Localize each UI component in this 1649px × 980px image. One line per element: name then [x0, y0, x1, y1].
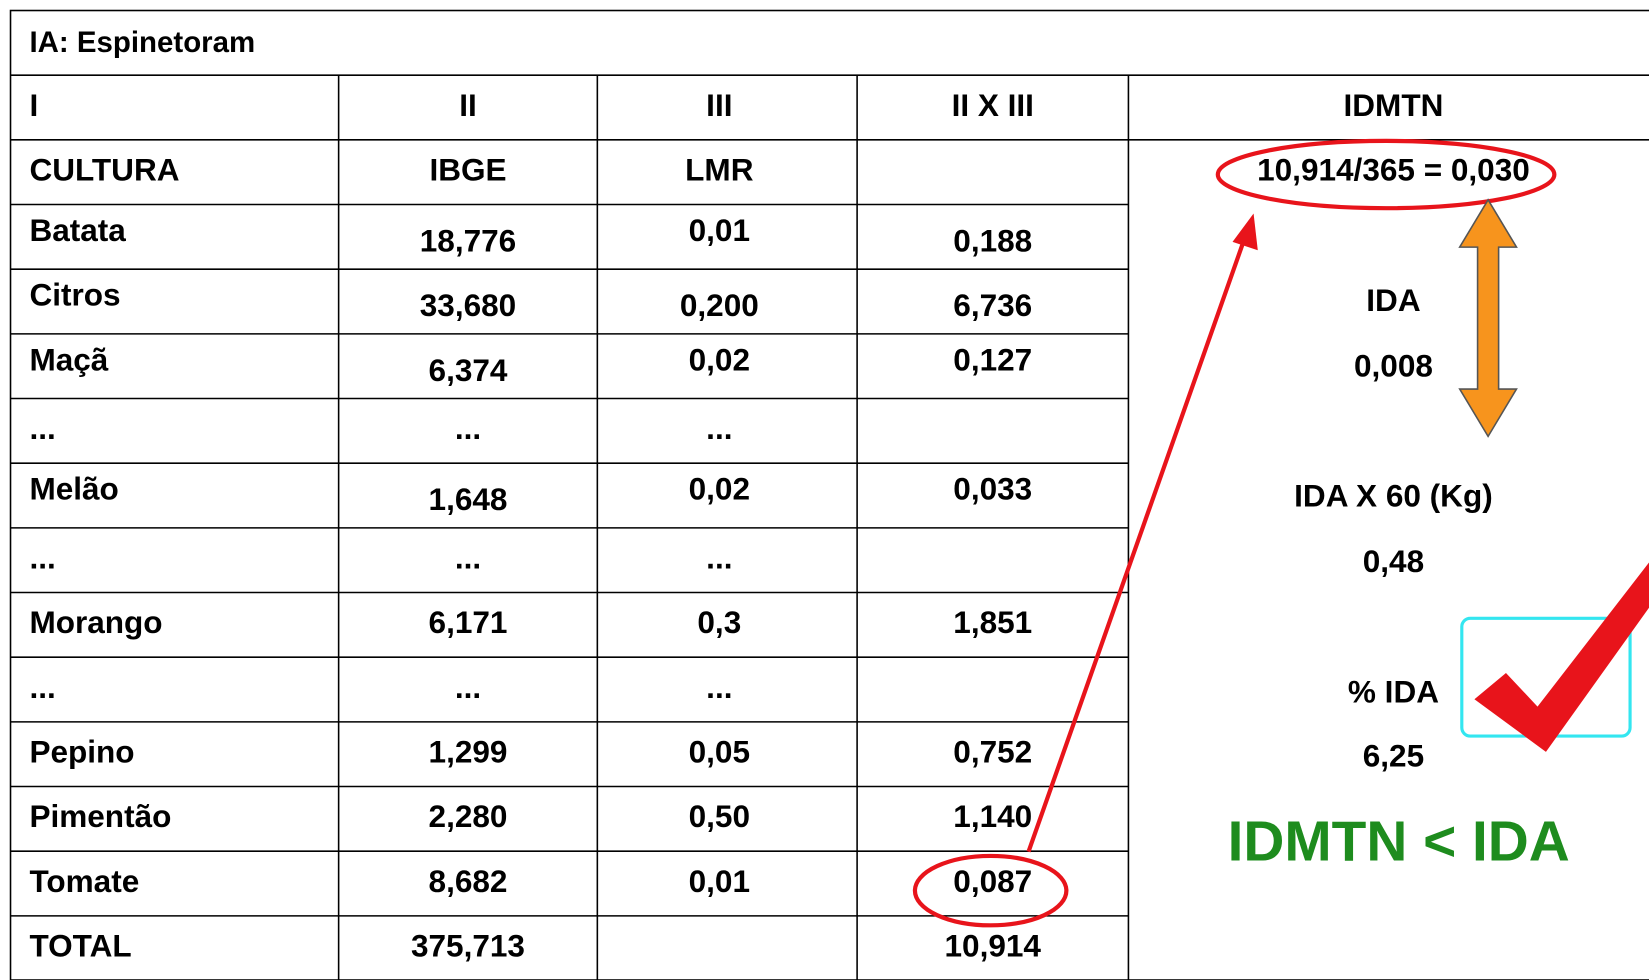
cell: 0,01	[689, 863, 750, 899]
cell: 0,087	[953, 863, 1032, 899]
cell: ...	[706, 540, 732, 576]
cell: 33,680	[420, 287, 516, 323]
cell: 18,776	[420, 222, 516, 258]
cell: CULTURA	[29, 152, 179, 188]
cell: 1,648	[429, 481, 508, 517]
side-text: 6,25	[1363, 737, 1424, 773]
cell: 0,01	[689, 212, 750, 248]
checkmark	[1474, 562, 1649, 752]
cell: 6,374	[429, 352, 508, 388]
cell: Melão	[29, 471, 118, 507]
highlight-ellipse	[912, 853, 1069, 928]
cell: ...	[29, 540, 55, 576]
cell: 0,033	[953, 471, 1032, 507]
cell: TOTAL	[29, 928, 131, 964]
cell: 8,682	[429, 863, 508, 899]
table-title: IA: Espinetoram	[29, 26, 255, 59]
double-arrow	[1458, 198, 1518, 438]
cell: Maçã	[29, 341, 108, 377]
cell: 0,02	[689, 471, 750, 507]
side-text: 0,008	[1354, 347, 1433, 383]
cell: 0,127	[953, 341, 1032, 377]
cell: ...	[29, 410, 55, 446]
cell: 0,02	[689, 341, 750, 377]
side-text: IDA X 60 (Kg)	[1294, 478, 1493, 514]
cell: 1,851	[953, 604, 1032, 640]
cell: 0,3	[697, 604, 741, 640]
red-arrow	[1026, 239, 1247, 853]
cell: Citros	[29, 277, 120, 313]
cell: III	[706, 87, 732, 123]
cell: 0,50	[689, 798, 750, 834]
cell: IDMTN	[1344, 87, 1444, 123]
conclusion: IDMTN < IDA	[1228, 810, 1570, 873]
cell: Batata	[29, 212, 126, 248]
cell: 1,140	[953, 798, 1032, 834]
side-text: 0,48	[1363, 543, 1424, 579]
cell: II X III	[952, 87, 1034, 123]
cell: Pimentão	[29, 798, 171, 834]
cell: ...	[455, 410, 481, 446]
cell: Tomate	[29, 863, 139, 899]
cell: 6,736	[953, 287, 1032, 323]
cell: I	[29, 87, 38, 123]
cell: 1,299	[429, 734, 508, 770]
red-arrowhead	[1232, 213, 1258, 251]
grid	[10, 74, 1649, 980]
cell: 0,05	[689, 734, 750, 770]
highlight-ellipse	[1215, 138, 1557, 211]
cell: 2,280	[429, 798, 508, 834]
cell: 6,171	[429, 604, 508, 640]
cell: 0,188	[953, 222, 1032, 258]
cell: LMR	[685, 152, 754, 188]
side-text: % IDA	[1348, 673, 1439, 709]
cell: 10,914	[945, 928, 1042, 964]
side-text: IDA	[1366, 282, 1420, 318]
cell: Morango	[29, 604, 162, 640]
cell: ...	[455, 540, 481, 576]
cell: 10,914/365 = 0,030	[1257, 152, 1530, 188]
cell: ...	[706, 669, 732, 705]
cell: 0,752	[953, 734, 1032, 770]
cell: 0,200	[680, 287, 759, 323]
cell: ...	[455, 669, 481, 705]
cell: ...	[29, 669, 55, 705]
cell: 375,713	[411, 928, 525, 964]
cell: Pepino	[29, 734, 134, 770]
cell: IBGE	[429, 152, 506, 188]
cell: II	[459, 87, 477, 123]
cell: ...	[706, 410, 732, 446]
